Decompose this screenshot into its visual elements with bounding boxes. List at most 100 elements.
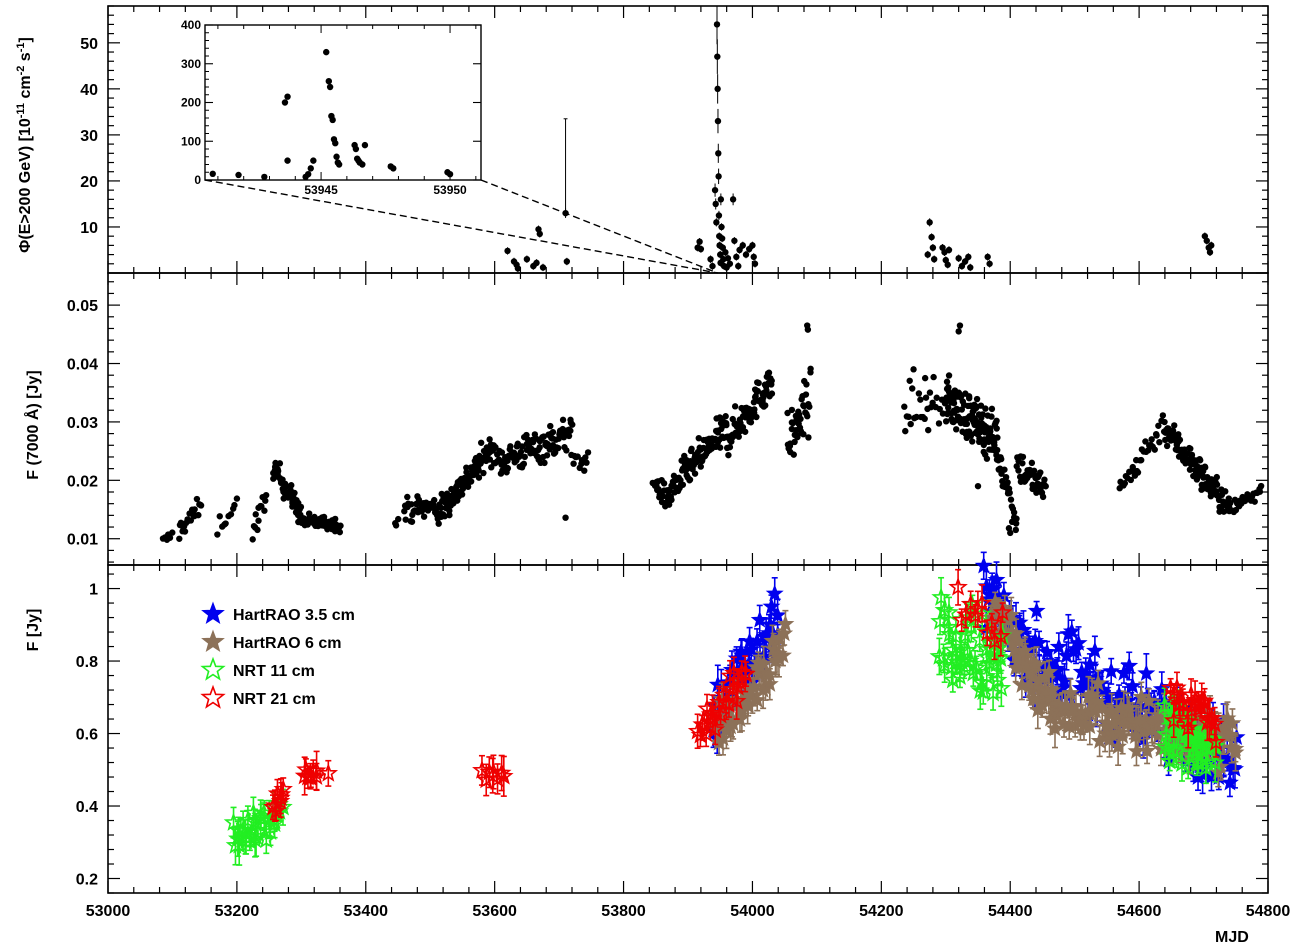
legend-marker xyxy=(201,629,225,653)
gamma-ray-flux-panel: 10 20 30 40 50 0 100 200 300 400 53945 53950 xyxy=(80,5,1269,274)
data-point xyxy=(1004,479,1011,486)
data-point xyxy=(233,495,241,502)
data-point xyxy=(420,513,428,520)
data-point xyxy=(905,413,912,421)
x-tick-label: 54800 xyxy=(1246,903,1291,920)
data-point xyxy=(458,491,466,498)
star-marker xyxy=(948,577,968,596)
star-marker xyxy=(1027,655,1046,673)
data-point xyxy=(581,467,588,474)
data-point xyxy=(765,369,773,376)
data-point xyxy=(541,459,548,467)
data-point xyxy=(786,442,794,450)
data-point xyxy=(735,262,742,270)
legend-marker xyxy=(201,601,225,625)
data-point xyxy=(274,467,282,475)
data-point xyxy=(431,496,438,504)
y-tick-label: 0.02 xyxy=(67,473,98,490)
inset-data-point xyxy=(333,153,340,160)
data-point xyxy=(1030,467,1038,475)
data-point xyxy=(1042,483,1049,490)
data-point xyxy=(463,464,470,471)
data-point xyxy=(1206,249,1214,256)
data-point xyxy=(725,451,732,459)
star-marker xyxy=(705,719,725,739)
inset-plot: 0 100 200 300 400 53945 53950 xyxy=(181,18,482,197)
star-marker xyxy=(1206,732,1226,751)
data-point xyxy=(565,432,573,440)
data-point xyxy=(956,322,964,329)
x-tick-label: 53600 xyxy=(472,903,517,920)
star-marker xyxy=(761,615,780,633)
data-point xyxy=(753,413,760,421)
star-marker xyxy=(943,669,963,689)
inset-y-tick-label: 200 xyxy=(181,96,201,110)
gamma-data-points xyxy=(504,6,1215,273)
data-point xyxy=(1039,493,1047,501)
data-point xyxy=(254,526,261,534)
legend-label: NRT 11 cm xyxy=(233,663,315,680)
data-point xyxy=(967,264,974,271)
data-point xyxy=(305,510,313,517)
data-point xyxy=(498,449,506,456)
data-point xyxy=(805,434,812,441)
data-point xyxy=(804,413,811,420)
data-point xyxy=(332,515,339,523)
data-point xyxy=(480,469,487,477)
data-point xyxy=(583,459,590,466)
inset-y-tick-label: 400 xyxy=(181,18,201,32)
legend-label: HartRAO 3.5 cm xyxy=(233,607,355,624)
data-point xyxy=(1037,469,1044,476)
data-point xyxy=(993,425,1000,432)
data-point xyxy=(713,21,721,28)
star-marker xyxy=(987,669,1008,689)
data-point xyxy=(993,417,1000,424)
data-point xyxy=(543,452,551,459)
inset-data-point xyxy=(281,99,289,106)
data-point xyxy=(1137,456,1145,464)
data-point xyxy=(504,465,512,472)
data-point xyxy=(665,501,673,508)
data-point xyxy=(715,212,723,219)
data-point xyxy=(195,511,202,519)
star-marker xyxy=(494,766,514,785)
star-marker xyxy=(1167,677,1187,697)
legend-label: HartRAO 6 cm xyxy=(233,635,341,652)
data-point xyxy=(695,434,702,442)
data-point xyxy=(714,85,721,93)
star-marker xyxy=(1205,752,1225,772)
legend: HartRAO 3.5 cm HartRAO 6 cm NRT 11 cm NRT 2… xyxy=(200,601,355,709)
star-marker xyxy=(266,800,286,820)
data-point xyxy=(806,403,813,410)
data-point xyxy=(549,428,557,436)
data-point xyxy=(569,421,576,428)
data-point xyxy=(584,449,592,456)
data-point xyxy=(942,418,950,425)
data-point xyxy=(965,393,973,400)
zoom-connector-line xyxy=(204,179,718,274)
data-point xyxy=(582,454,589,461)
data-point xyxy=(944,261,951,268)
data-point xyxy=(1181,446,1188,453)
data-point xyxy=(800,430,807,438)
data-point xyxy=(731,237,738,244)
star-marker xyxy=(939,602,959,621)
inset-data-point xyxy=(235,171,242,179)
data-point xyxy=(1015,467,1022,474)
data-point xyxy=(713,219,720,226)
data-point xyxy=(924,251,931,258)
data-point xyxy=(288,482,295,489)
data-point xyxy=(252,511,259,518)
y-tick-label: 0.6 xyxy=(76,727,98,744)
inset-y-tick-label: 0 xyxy=(194,173,201,187)
data-point xyxy=(723,421,730,429)
star-marker xyxy=(968,599,988,618)
star-marker xyxy=(976,666,997,685)
star-marker xyxy=(987,570,1006,588)
data-point xyxy=(999,478,1006,485)
star-marker xyxy=(1102,661,1121,679)
data-point xyxy=(762,402,769,409)
data-point xyxy=(1134,469,1142,476)
data-point xyxy=(1188,451,1196,459)
data-point xyxy=(1019,460,1026,467)
